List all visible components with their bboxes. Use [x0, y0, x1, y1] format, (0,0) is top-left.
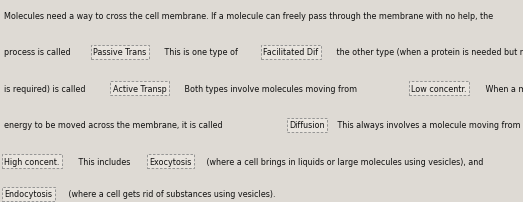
Text: is required) is called: is required) is called: [4, 84, 88, 93]
Text: Exocytosis: Exocytosis: [149, 157, 191, 166]
Text: Passive Trans: Passive Trans: [94, 48, 146, 57]
Text: Endocytosis: Endocytosis: [4, 189, 52, 198]
Text: process is called: process is called: [4, 48, 73, 57]
Text: the other type (when a protein is needed but no energy: the other type (when a protein is needed…: [334, 48, 523, 57]
Text: Both types involve molecules moving from: Both types involve molecules moving from: [182, 84, 359, 93]
Text: Molecules need a way to cross the cell membrane. If a molecule can freely pass t: Molecules need a way to cross the cell m…: [4, 12, 493, 21]
Text: Diffusion: Diffusion: [290, 121, 325, 130]
Text: Active Transp: Active Transp: [112, 84, 166, 93]
Text: This includes: This includes: [76, 157, 132, 166]
Text: High concent.: High concent.: [4, 157, 60, 166]
Text: (where a cell gets rid of substances using vesicles).: (where a cell gets rid of substances usi…: [66, 189, 276, 198]
Text: This always involves a molecule moving from: This always involves a molecule moving f…: [335, 121, 521, 130]
Text: Low concentr.: Low concentr.: [411, 84, 467, 93]
Text: Facilitated Dif: Facilitated Dif: [263, 48, 319, 57]
Text: energy to be moved across the membrane, it is called: energy to be moved across the membrane, …: [4, 121, 225, 130]
Text: When a molecule needs: When a molecule needs: [483, 84, 523, 93]
Text: (where a cell brings in liquids or large molecules using vesicles), and: (where a cell brings in liquids or large…: [203, 157, 483, 166]
Text: This is one type of: This is one type of: [162, 48, 241, 57]
